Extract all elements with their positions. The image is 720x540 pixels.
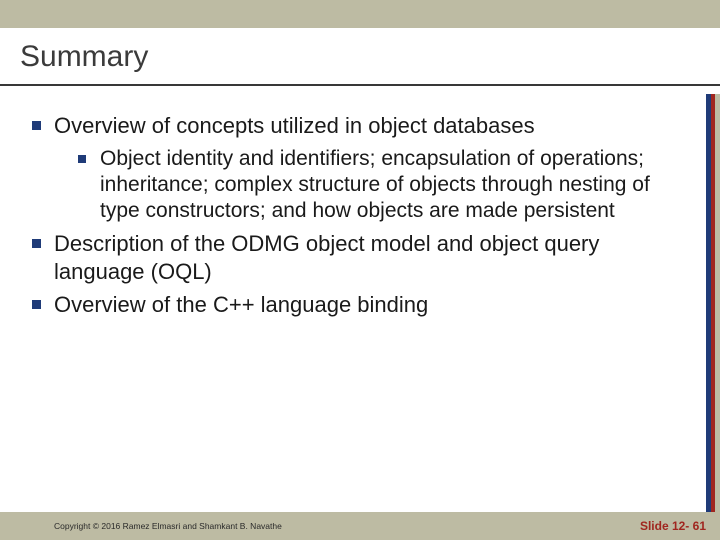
content-area: Overview of concepts utilized in object …: [0, 100, 704, 325]
copyright-text: Copyright © 2016 Ramez Elmasri and Shamk…: [54, 521, 282, 531]
bullet-text: Overview of the C++ language binding: [54, 292, 428, 317]
sub-bullet-list: Object identity and identifiers; encapsu…: [54, 146, 694, 225]
list-item: Description of the ODMG object model and…: [28, 230, 694, 285]
title-area: Summary: [0, 28, 720, 86]
list-item: Overview of the C++ language binding: [28, 291, 694, 319]
list-item: Object identity and identifiers; encapsu…: [74, 146, 694, 225]
bullet-list: Overview of concepts utilized in object …: [28, 112, 694, 319]
top-color-band: [0, 0, 720, 28]
bullet-text: Description of the ODMG object model and…: [54, 231, 599, 284]
bullet-text: Object identity and identifiers; encapsu…: [100, 147, 650, 223]
stripe-tan: [715, 94, 720, 512]
slide-title: Summary: [20, 40, 700, 74]
bullet-text: Overview of concepts utilized in object …: [54, 113, 535, 138]
list-item: Overview of concepts utilized in object …: [28, 112, 694, 224]
side-stripe: [706, 94, 720, 512]
slide-number: Slide 12- 61: [640, 519, 706, 533]
footer-band: Copyright © 2016 Ramez Elmasri and Shamk…: [0, 512, 720, 540]
